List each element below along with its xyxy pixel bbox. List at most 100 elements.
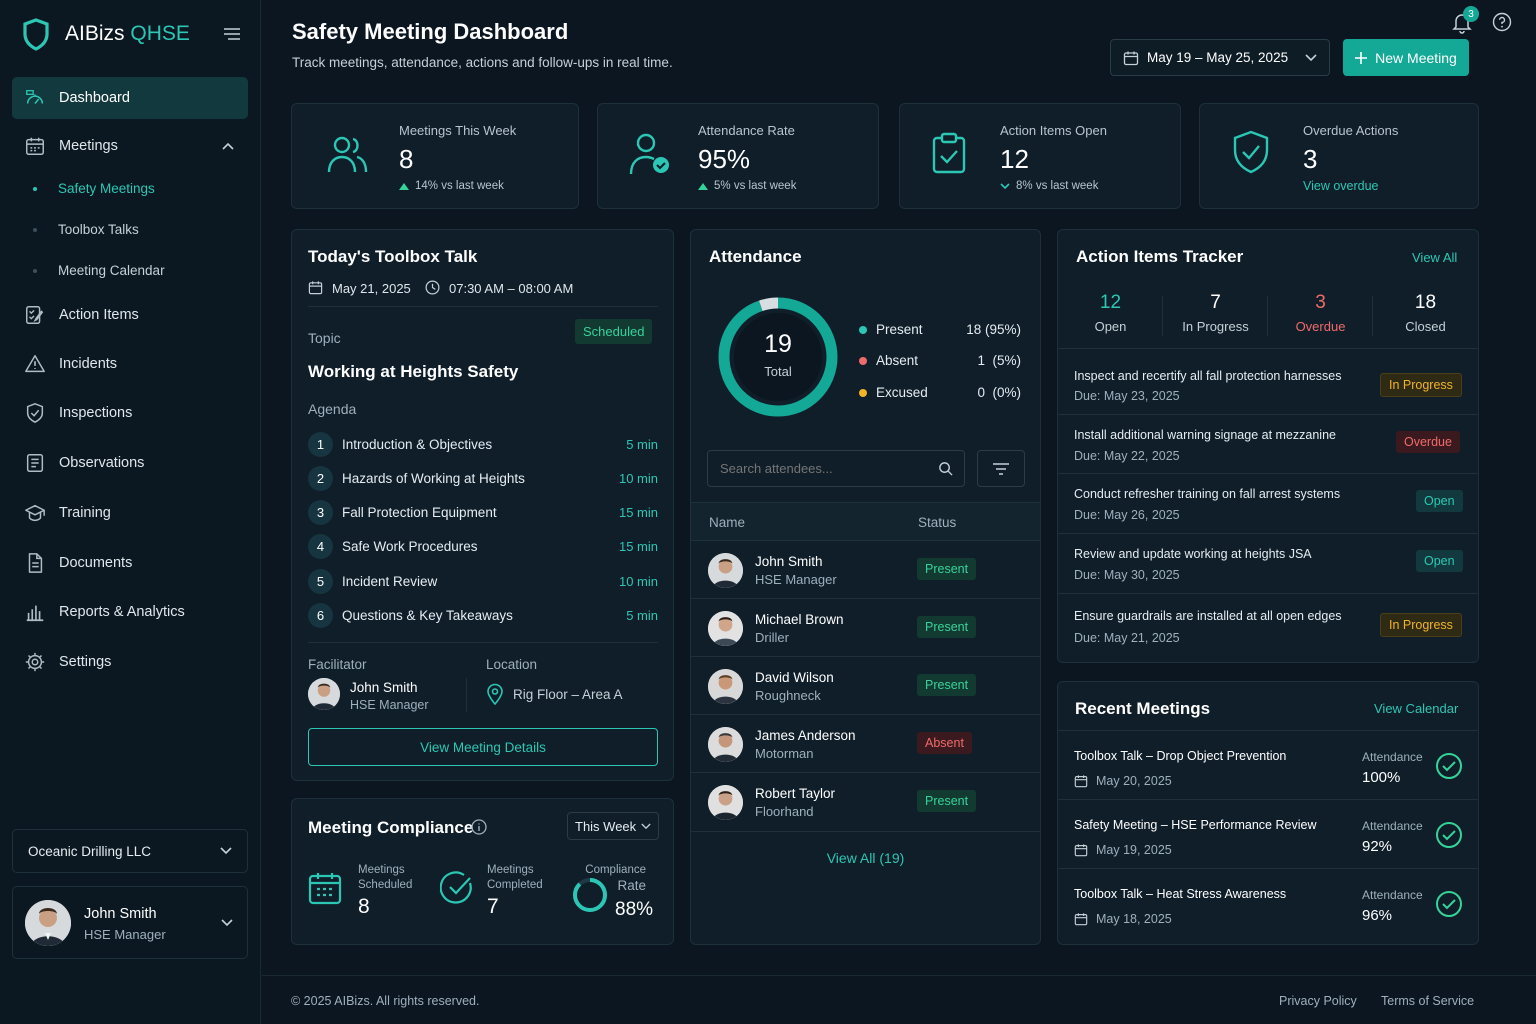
org-name: Oceanic Drilling LLC <box>28 843 152 859</box>
meeting-row[interactable]: Toolbox Talk – Drop Object Prevention Ma… <box>1058 730 1479 798</box>
sidebar-item-action-items[interactable]: Action Items <box>12 294 248 336</box>
legend-label: Absent <box>876 353 919 368</box>
topic-label: Topic <box>308 330 341 346</box>
search-input[interactable] <box>708 451 928 486</box>
summary-overdue[interactable]: 3 Overdue <box>1268 292 1373 334</box>
chart-icon <box>26 605 44 622</box>
action-item[interactable]: Conduct refresher training on fall arres… <box>1058 473 1479 533</box>
filter-button[interactable] <box>977 450 1025 487</box>
chevron-down-icon <box>220 847 232 855</box>
table-row[interactable]: Michael Brown Driller Present <box>691 598 1041 656</box>
donut-absent-arc <box>718 297 838 417</box>
sidebar-item-inspections[interactable]: Inspections <box>12 392 248 434</box>
agenda-item: 4 Safe Work Procedures 15 min <box>308 533 658 559</box>
sidebar-item-settings[interactable]: Settings <box>12 641 248 683</box>
action-item[interactable]: Install additional warning signage at me… <box>1058 414 1479 473</box>
date-range-picker[interactable]: May 19 – May 25, 2025 <box>1110 39 1330 76</box>
sidebar-item-reports[interactable]: Reports & Analytics <box>12 591 248 633</box>
action-item[interactable]: Review and update working at heights JSA… <box>1058 533 1479 593</box>
summary-in-progress[interactable]: 7 In Progress <box>1163 292 1268 334</box>
new-meeting-button[interactable]: New Meeting <box>1343 39 1469 76</box>
search-icon[interactable] <box>938 461 953 476</box>
trend-up-icon <box>698 182 708 190</box>
view-meeting-details-button[interactable]: View Meeting Details <box>308 728 658 766</box>
meeting-row[interactable]: Safety Meeting – HSE Performance Review … <box>1058 799 1479 867</box>
column-header-name: Name <box>709 515 746 530</box>
table-row[interactable]: John Smith HSE Manager Present <box>691 540 1041 598</box>
action-item-title: Install additional warning signage at me… <box>1074 428 1336 442</box>
table-row[interactable]: James Anderson Motorman Absent <box>691 714 1041 772</box>
sidebar-item-documents[interactable]: Documents <box>12 542 248 584</box>
notification-bell[interactable]: 3 <box>1452 6 1479 34</box>
warning-icon <box>25 355 45 373</box>
summary-label: Open <box>1094 319 1127 334</box>
sidebar-item-label: Documents <box>59 555 133 571</box>
attendance-label: Attendance <box>1362 819 1423 833</box>
sidebar-item-training[interactable]: Training <box>12 492 248 534</box>
view-all-actions-link[interactable]: View All <box>1412 250 1458 265</box>
sidebar-item-label: Action Items <box>59 307 139 323</box>
view-all-attendees-link[interactable]: View All (19) <box>826 850 905 866</box>
summary-label: In Progress <box>1182 319 1249 334</box>
sidebar-item-incidents[interactable]: Incidents <box>12 343 248 385</box>
action-item[interactable]: Ensure guardrails are installed at all o… <box>1058 593 1479 661</box>
avatar <box>708 669 743 704</box>
stat-card-meetings: Meetings This Week 8 14% vs last week <box>291 103 579 209</box>
sidebar-item-meetings[interactable]: Meetings <box>12 125 248 167</box>
privacy-policy-link[interactable]: Privacy Policy <box>1279 994 1357 1008</box>
agenda-number: 1 <box>308 431 333 457</box>
summary-open[interactable]: 12 Open <box>1058 292 1163 334</box>
action-item-due: Due: May 23, 2025 <box>1074 389 1180 403</box>
terms-of-service-link[interactable]: Terms of Service <box>1381 994 1475 1008</box>
footer-divider <box>262 975 1536 976</box>
summary-closed[interactable]: 18 Closed <box>1373 292 1478 334</box>
status-badge: In Progress <box>1380 373 1462 397</box>
legend-value: 1 (5%) <box>977 353 1021 368</box>
attendance-card: Attendance 19 Total Present 18 (95%) Abs… <box>690 229 1041 945</box>
stat-value: 12 <box>1000 144 1029 174</box>
agenda-title: Fall Protection Equipment <box>342 504 497 520</box>
check-circle-icon <box>1436 822 1462 848</box>
attendance-total: 19 <box>764 330 792 358</box>
scheduled-label-line: Meetings <box>358 864 405 876</box>
brand-logo-icon <box>22 18 50 51</box>
recent-meetings-title: Recent Meetings <box>1075 699 1211 718</box>
compliance-ring-arc <box>573 878 607 912</box>
agenda-title: Safe Work Procedures <box>342 538 478 554</box>
agenda-duration: 5 min <box>626 607 658 623</box>
org-selector[interactable]: Oceanic Drilling LLC <box>12 829 248 873</box>
sidebar-item-label: Inspections <box>59 405 133 421</box>
view-overdue-link[interactable]: View overdue <box>1303 179 1379 193</box>
sidebar-item-dashboard[interactable]: Dashboard <box>12 77 248 119</box>
divider <box>691 831 1040 832</box>
avatar <box>708 727 743 762</box>
sidebar-item-observations[interactable]: Observations <box>12 442 248 484</box>
sidebar-subitem-toolbox-talks[interactable]: Toolbox Talks <box>58 222 139 237</box>
menu-toggle-icon[interactable] <box>223 26 241 42</box>
trend-down-icon <box>1000 182 1010 189</box>
period-select[interactable]: This Week <box>567 812 659 840</box>
submenu-dot <box>33 187 37 191</box>
scheduled-value: 8 <box>358 895 370 918</box>
check-circle-icon <box>440 871 472 904</box>
table-row[interactable]: David Wilson Roughneck Present <box>691 656 1041 714</box>
status-badge: In Progress <box>1380 613 1462 637</box>
meeting-row[interactable]: Toolbox Talk – Heat Stress Awareness May… <box>1058 868 1479 936</box>
help-icon[interactable] <box>1492 12 1512 32</box>
user-role: HSE Manager <box>84 927 166 942</box>
agenda-item: 5 Incident Review 10 min <box>308 568 658 594</box>
sidebar-subitem-meeting-calendar[interactable]: Meeting Calendar <box>58 263 165 278</box>
action-item[interactable]: Inspect and recertify all fall protectio… <box>1058 348 1479 414</box>
sidebar-subitem-safety-meetings[interactable]: Safety Meetings <box>58 181 155 196</box>
compliance-ring <box>573 878 607 912</box>
brand-suffix: QHSE <box>130 22 190 45</box>
sidebar-item-label: Training <box>59 505 111 521</box>
agenda-duration: 15 min <box>618 538 658 554</box>
info-icon[interactable] <box>471 819 487 835</box>
agenda-duration: 5 min <box>626 436 658 452</box>
shield-check-icon <box>1233 130 1269 174</box>
attendee-search[interactable] <box>707 450 965 487</box>
table-row[interactable]: Robert Taylor Floorhand Present <box>691 772 1041 830</box>
user-profile-card[interactable]: John Smith HSE Manager <box>12 886 248 959</box>
view-calendar-link[interactable]: View Calendar <box>1374 701 1459 716</box>
